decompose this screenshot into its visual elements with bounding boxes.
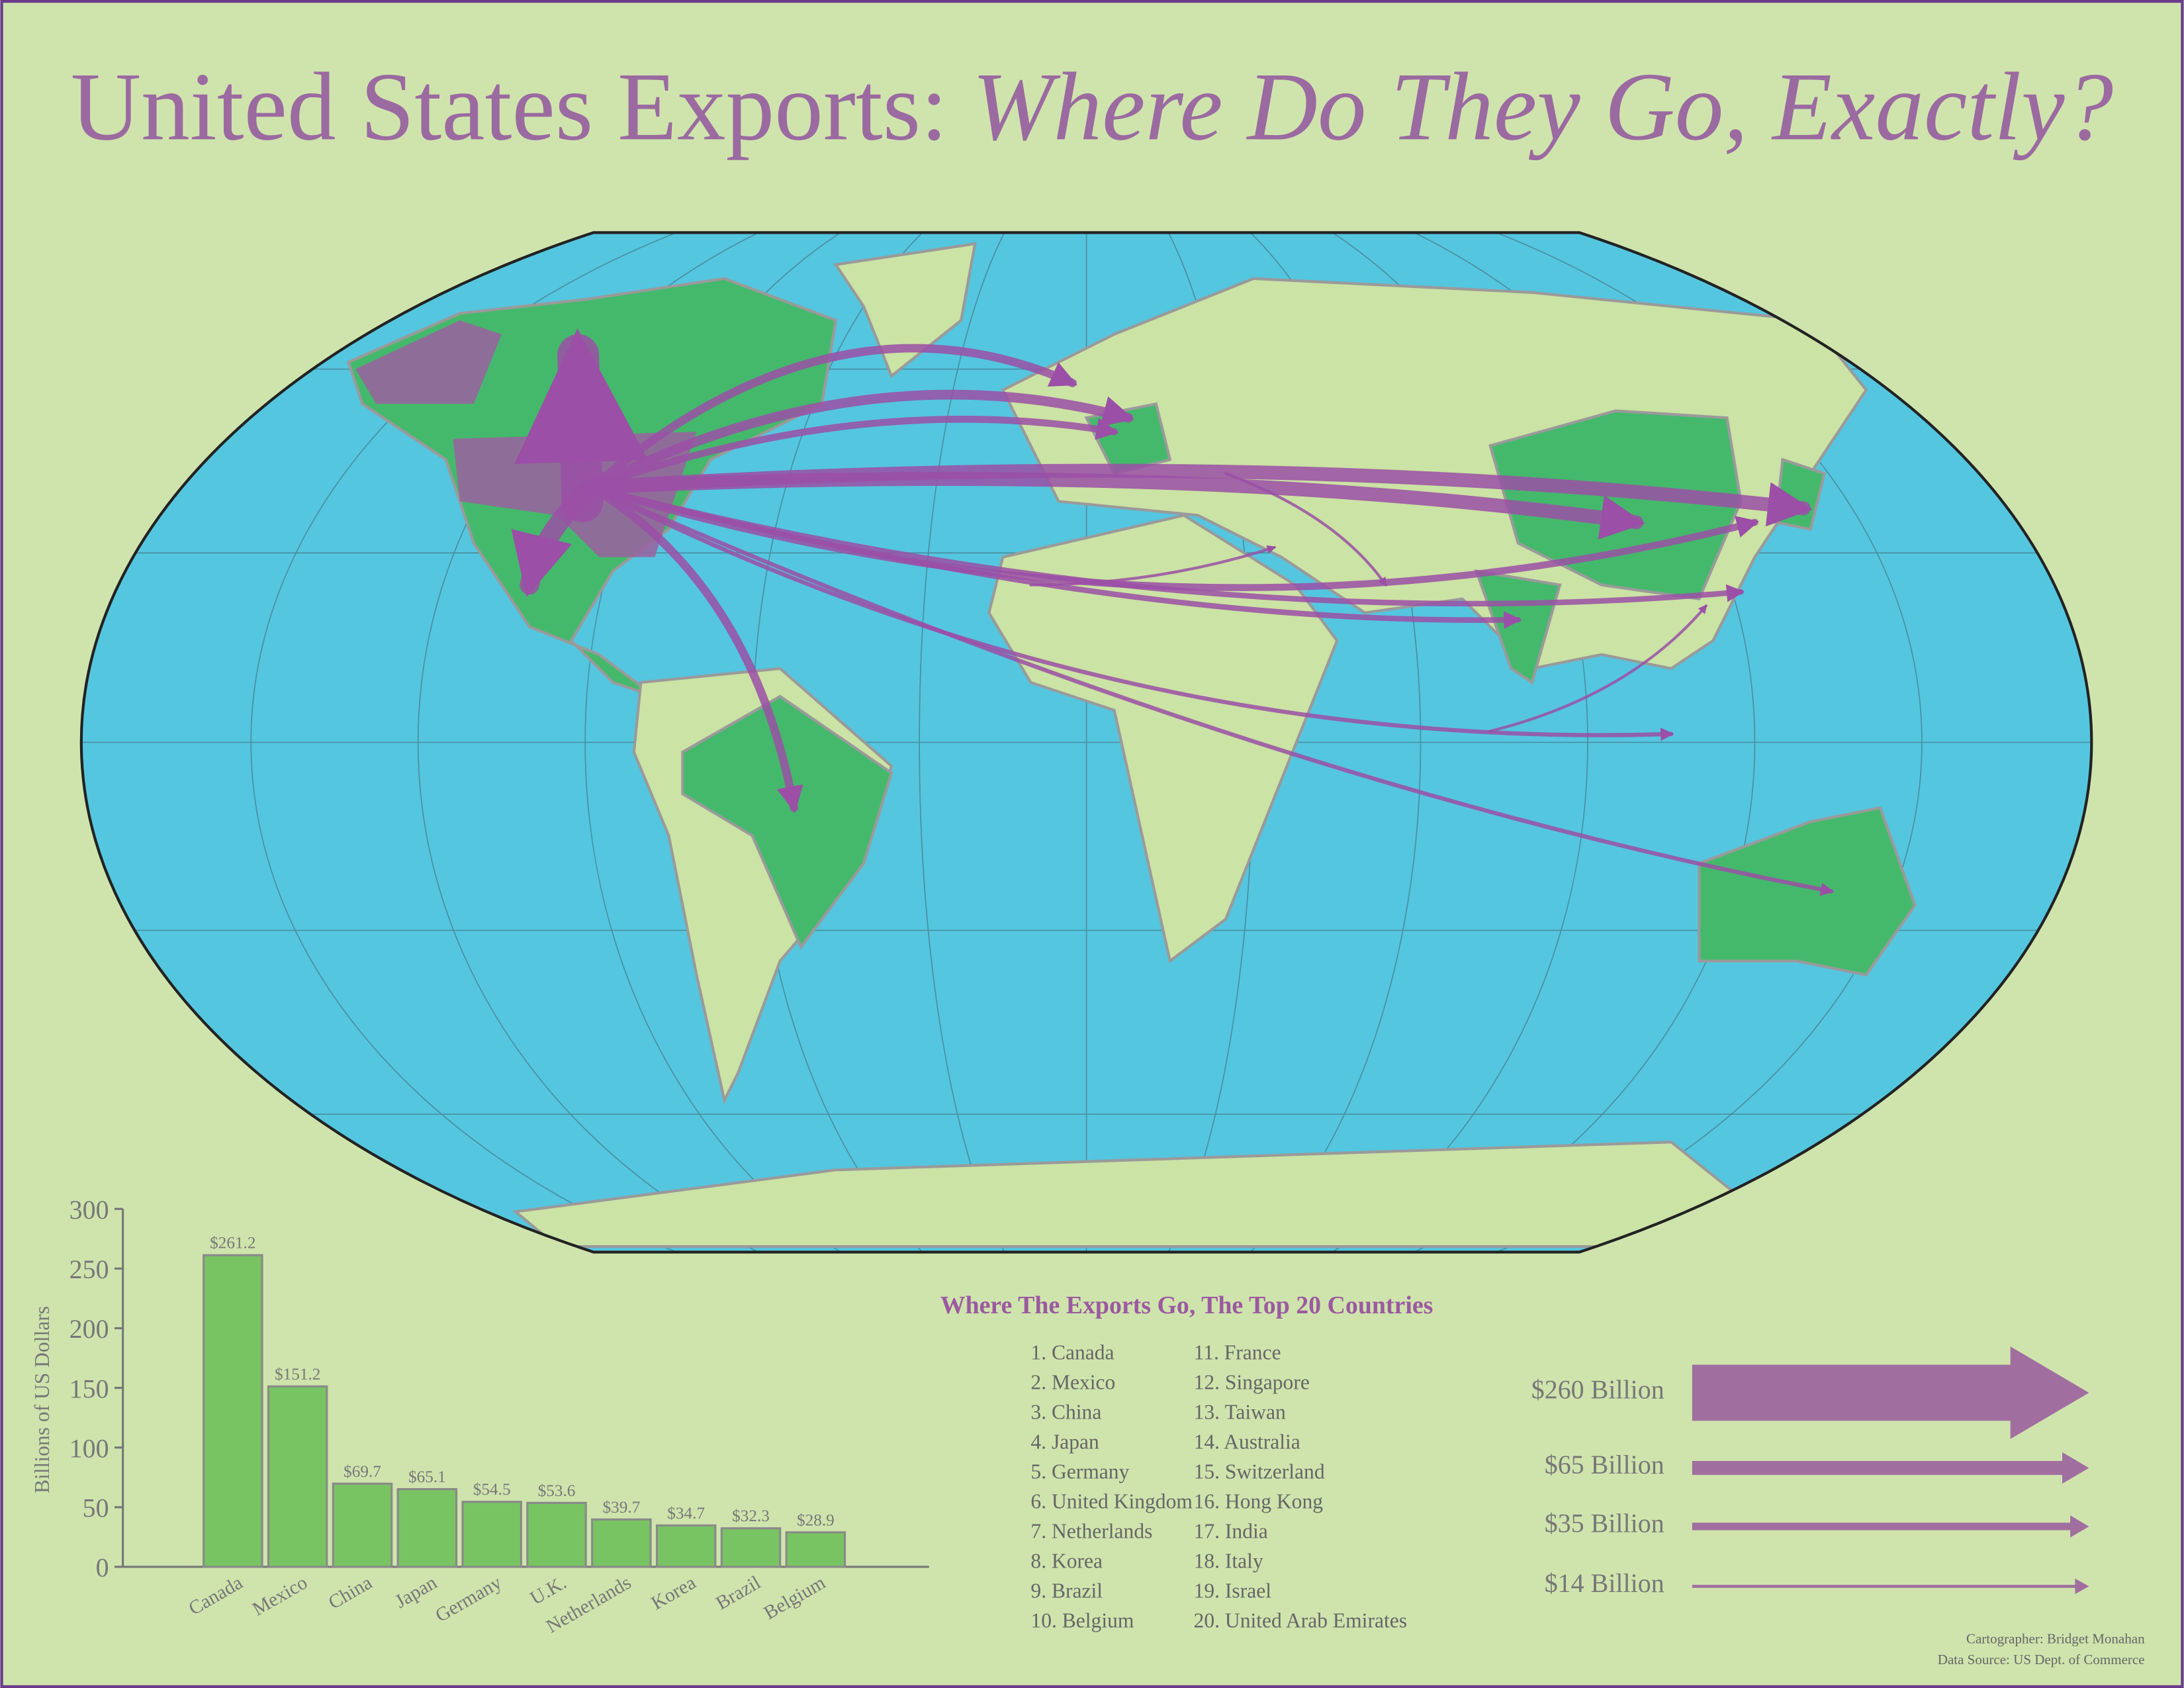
y-tick-label: 50 (83, 1493, 109, 1523)
title-main: United States Exports: (71, 52, 948, 160)
bar (267, 1385, 328, 1568)
value-label: $32.3 (732, 1507, 770, 1525)
value-label: $54.5 (473, 1481, 511, 1499)
legend-label: $260 Billion (1531, 1374, 1664, 1404)
value-label: $261.2 (210, 1235, 255, 1252)
list-item: 11. France (1194, 1340, 1281, 1364)
list-item: 8. Korea (1030, 1550, 1103, 1573)
value-label: $39.7 (602, 1499, 640, 1517)
list-item: 3. China (1030, 1401, 1101, 1424)
legend-arrow (1692, 1346, 2089, 1439)
title-italic: Where Do They Go, Exactly? (972, 52, 2113, 160)
bar (785, 1531, 846, 1568)
list-item: 7. Netherlands (1030, 1520, 1152, 1543)
list-title: Where The Exports Go, The Top 20 Countri… (940, 1291, 1433, 1319)
map-outline (79, 231, 2093, 1254)
list-item: 20. United Arab Emirates (1194, 1609, 1407, 1632)
flow-arrows (511, 328, 1835, 896)
list-item: 5. Germany (1030, 1460, 1129, 1483)
y-tick-label: 100 (69, 1433, 109, 1463)
y-tick-label: 300 (69, 1195, 109, 1225)
bar (396, 1488, 458, 1568)
y-tick-label: 250 (69, 1254, 109, 1284)
value-label: $151.2 (275, 1366, 320, 1383)
list-item: 6. United Kingdom (1030, 1490, 1193, 1513)
bar (461, 1501, 522, 1568)
bar (526, 1501, 587, 1568)
legend-arrow (1692, 1452, 2089, 1484)
y-tick-label: 150 (69, 1374, 109, 1403)
value-label: $53.6 (538, 1482, 576, 1500)
y-axis-label: Billions of US Dollars (30, 1306, 54, 1493)
legend-arrow (1692, 1515, 2089, 1538)
legend-label: $35 Billion (1545, 1508, 1664, 1538)
credit: Data Source: US Dept. of Commerce (1938, 1652, 2145, 1667)
value-label: $28.9 (797, 1511, 835, 1529)
legend-arrow (1692, 1578, 2089, 1595)
value-label: $69.7 (343, 1463, 381, 1481)
list-item: 17. India (1194, 1520, 1268, 1543)
bar (332, 1482, 393, 1568)
list-item: 12. Singapore (1194, 1370, 1310, 1393)
bar (591, 1518, 652, 1568)
credit: Cartographer: Bridget Monahan (1966, 1631, 2145, 1647)
list-item: 9. Brazil (1030, 1579, 1103, 1603)
legend: $260 Billion $65 Billion $35 Billion $14 Bi… (1531, 1346, 2089, 1598)
list-item: 18. Italy (1194, 1550, 1263, 1573)
list-item: 1. Canada (1030, 1340, 1114, 1364)
legend-label: $65 Billion (1545, 1450, 1664, 1479)
y-tick-label: 200 (69, 1314, 109, 1344)
y-tick-label: 0 (96, 1553, 109, 1583)
list-item: 4. Japan (1030, 1430, 1099, 1454)
legend-label: $14 Billion (1545, 1568, 1664, 1598)
title: United States Exports: Where Do They Go,… (71, 52, 2113, 160)
list-item: 10. Belgium (1030, 1609, 1134, 1632)
list-item: 15. Switzerland (1194, 1460, 1325, 1483)
list-item: 2. Mexico (1030, 1370, 1115, 1393)
list-item: 14. Australia (1194, 1430, 1300, 1454)
list-item: 16. Hong Kong (1194, 1490, 1324, 1513)
bar (203, 1254, 263, 1568)
map (79, 231, 2093, 1254)
value-label: $34.7 (667, 1505, 705, 1523)
bar (655, 1524, 717, 1568)
list-item: 19. Israel (1194, 1579, 1272, 1603)
list-item: 13. Taiwan (1194, 1401, 1286, 1424)
value-label: $65.1 (408, 1468, 446, 1486)
bar (720, 1527, 782, 1568)
top20-list: 1. Canada 2. Mexico 3. China 4. Japan 5. Ger… (1030, 1340, 1407, 1632)
